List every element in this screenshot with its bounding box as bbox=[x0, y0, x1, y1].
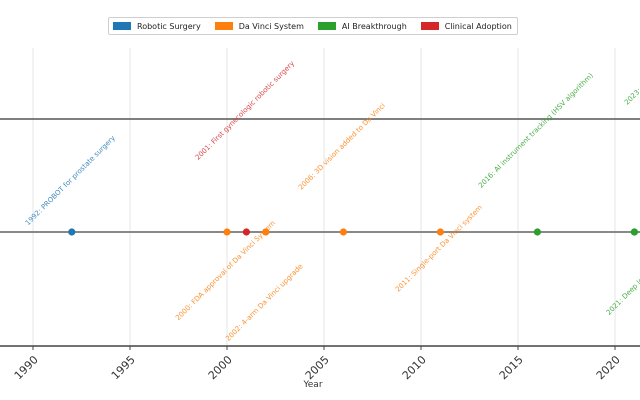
legend-swatch bbox=[214, 22, 233, 30]
x-tick-label: 1990 bbox=[12, 353, 41, 382]
event-label: 2001: First gynecologic robotic surgery bbox=[194, 59, 296, 161]
legend-item-clinical-adoption: Clinical Adoption bbox=[420, 21, 512, 31]
x-tick-label: 2015 bbox=[497, 353, 526, 382]
x-tick-label: 2020 bbox=[594, 353, 623, 382]
event-label: 2023: bbox=[623, 87, 640, 107]
legend: Robotic Surgery Da Vinci System AI Break… bbox=[108, 17, 518, 35]
legend-swatch bbox=[317, 22, 336, 30]
event-label: 2021: Deep learning bbox=[605, 260, 640, 316]
event-label: 2016: AI instrument tracking (HSV algori… bbox=[477, 71, 595, 189]
legend-swatch bbox=[113, 22, 131, 30]
event-point bbox=[223, 228, 231, 236]
event-point bbox=[436, 228, 444, 236]
x-axis-label: Year bbox=[302, 380, 322, 390]
legend-item-ai-breakthrough: AI Breakthrough bbox=[317, 21, 407, 31]
x-tick-label: 2000 bbox=[206, 353, 235, 382]
event-point bbox=[262, 228, 270, 236]
legend-label: Robotic Surgery bbox=[137, 21, 201, 31]
event-label: 2006: 3D vision added to Da Vinci bbox=[297, 102, 387, 192]
legend-label: Clinical Adoption bbox=[444, 21, 512, 31]
event-point bbox=[68, 228, 76, 236]
x-tick-label: 2010 bbox=[400, 353, 429, 382]
event-point bbox=[533, 228, 542, 236]
legend-item-da-vinci: Da Vinci System bbox=[214, 21, 304, 31]
x-tick-label: 2005 bbox=[303, 353, 332, 382]
event-point bbox=[630, 228, 639, 236]
legend-swatch bbox=[420, 22, 439, 30]
legend-label: Da Vinci System bbox=[238, 21, 304, 31]
legend-item-robotic-surgery: Robotic Surgery bbox=[113, 22, 201, 31]
x-tick-label: 1995 bbox=[109, 353, 138, 382]
event-point bbox=[242, 228, 250, 236]
legend-label: AI Breakthrough bbox=[341, 21, 407, 31]
event-label: 2011: Single-port Da Vinci system bbox=[394, 203, 484, 293]
event-label: 2002: 4-arm Da Vinci upgrade bbox=[224, 262, 304, 342]
event-label: 1992: PROBOT for prostate surgery bbox=[24, 134, 117, 227]
event-point bbox=[339, 228, 347, 236]
